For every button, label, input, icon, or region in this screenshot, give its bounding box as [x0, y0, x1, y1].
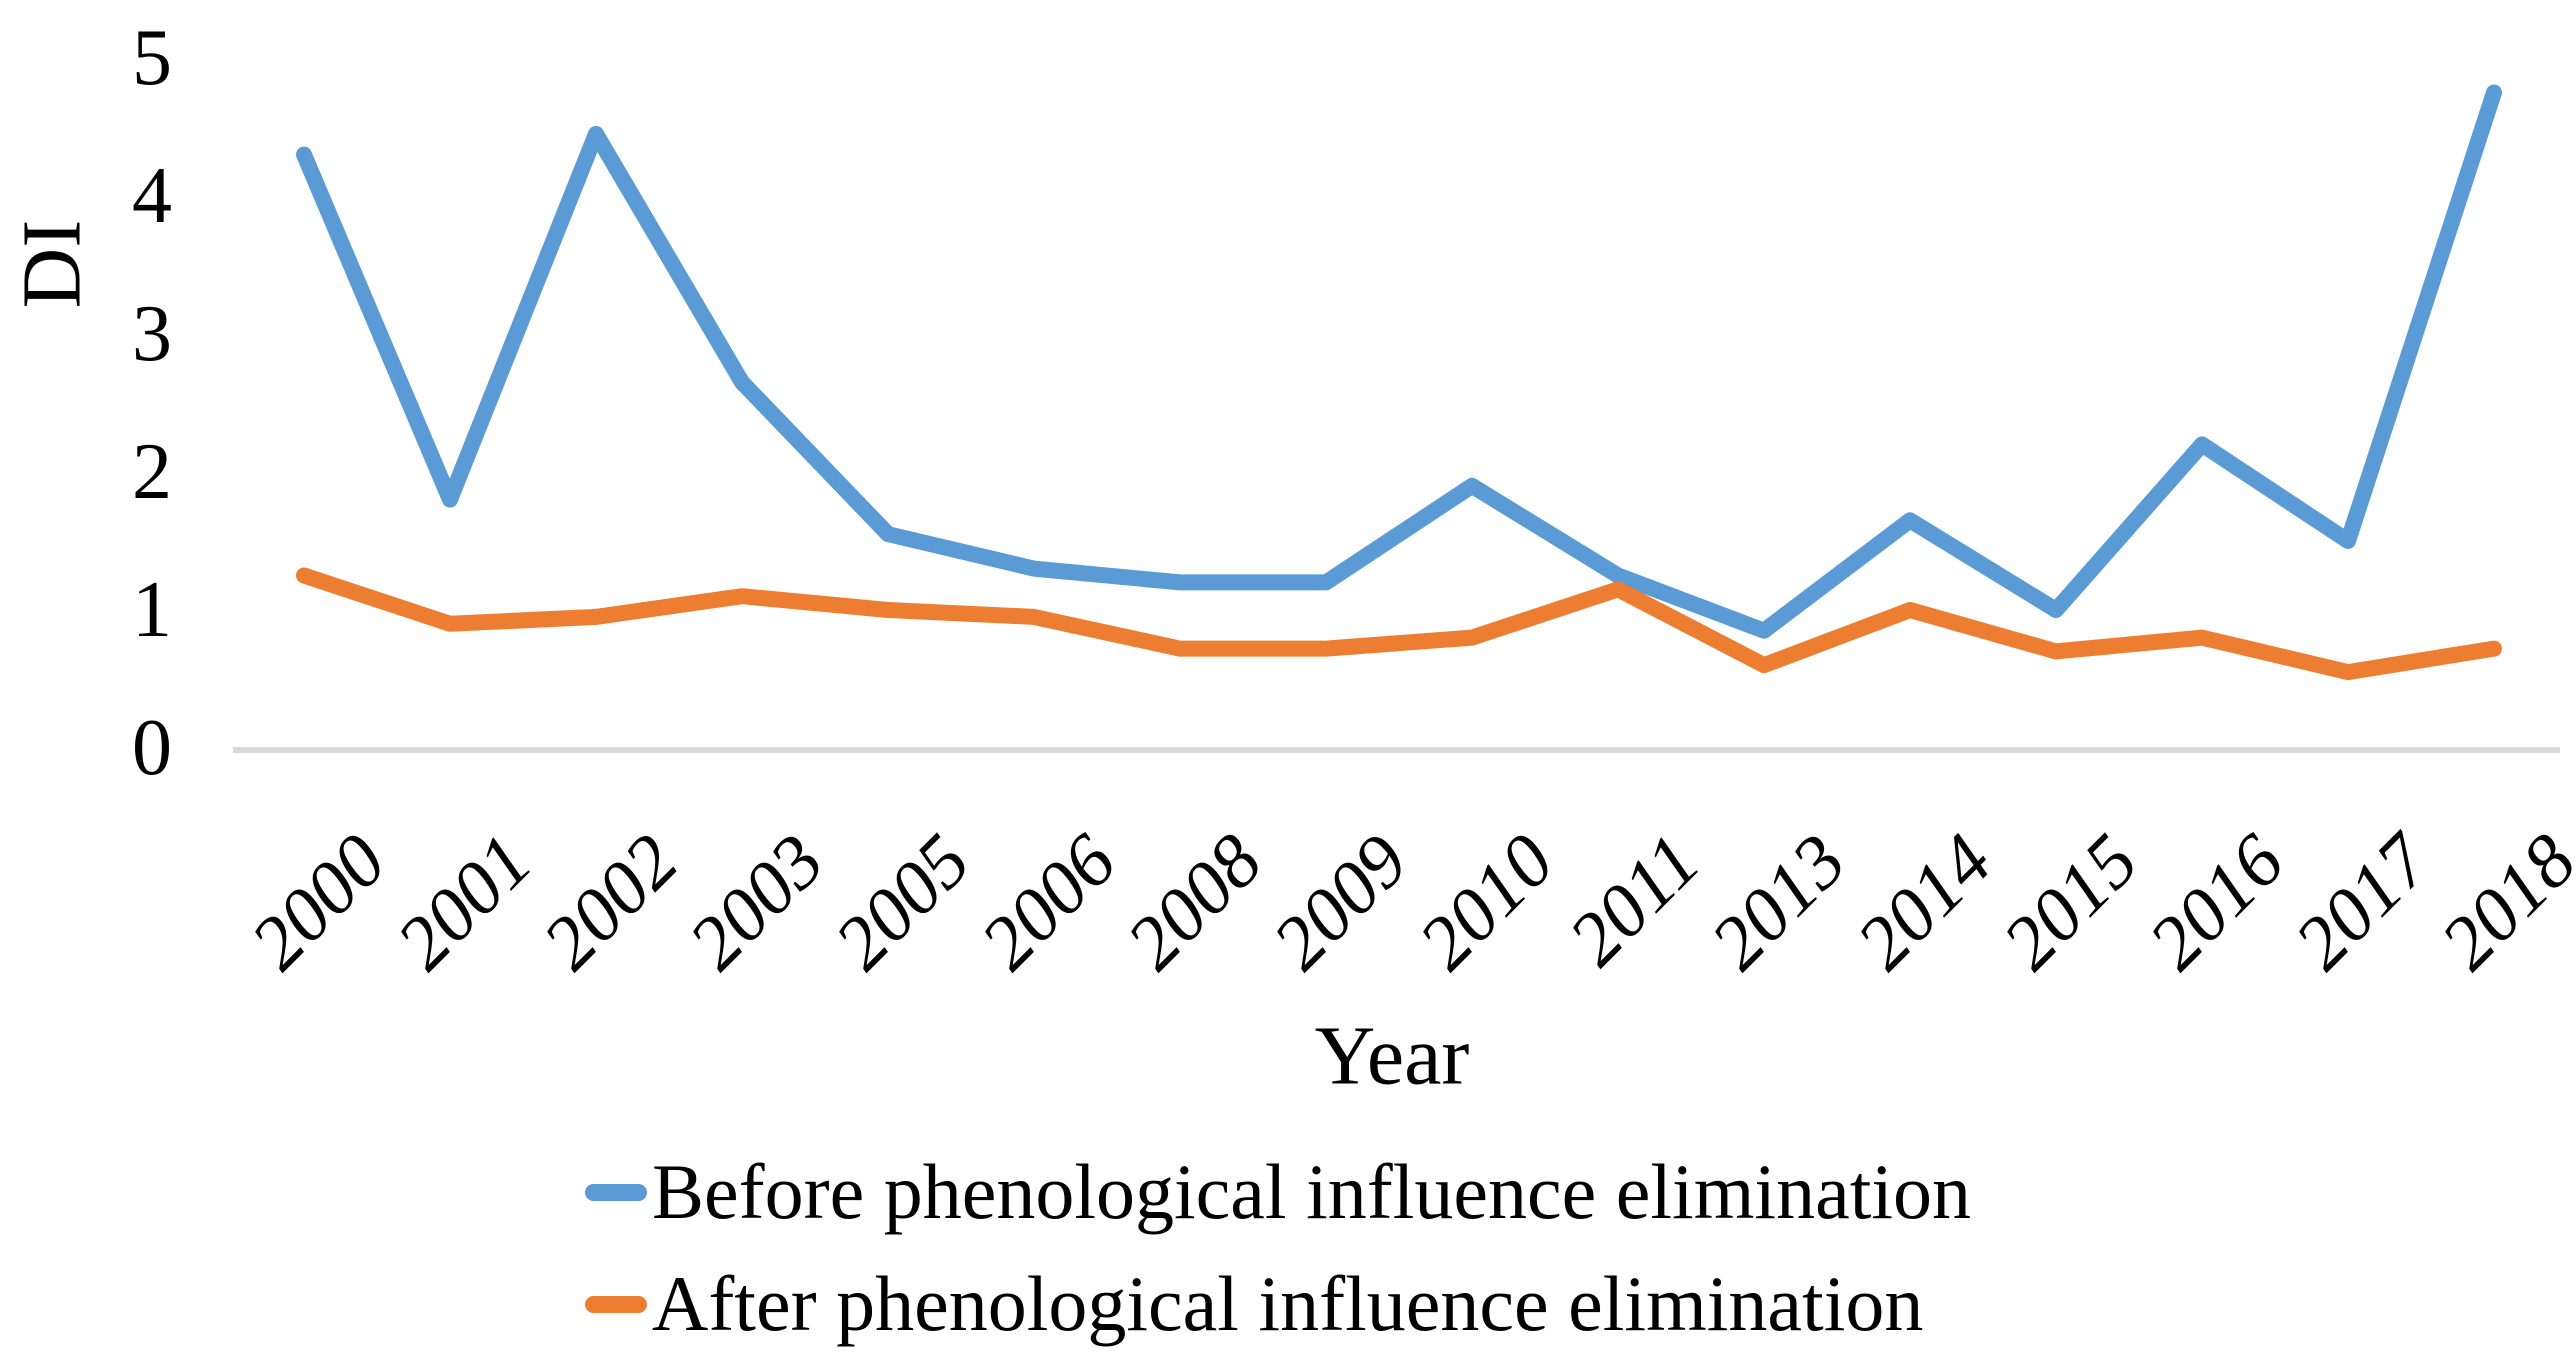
legend-label-after: After phenological influence elimination [652, 1260, 1924, 1347]
y-tick-label-5: 5 [132, 14, 172, 102]
series-line-after [296, 567, 2502, 681]
legend: Before phenological influence eliminatio… [585, 1142, 1971, 1366]
legend-label-before: Before phenological influence eliminatio… [652, 1148, 1972, 1235]
legend-item-before: Before phenological influence eliminatio… [585, 1142, 1971, 1242]
y-tick-label-3: 3 [132, 290, 172, 378]
y-tick-label-0: 0 [132, 704, 172, 792]
series-line-before [296, 84, 2502, 639]
y-tick-label-1: 1 [132, 566, 172, 654]
x-axis-title: Year [1314, 1009, 1470, 1103]
legend-item-after: After phenological influence elimination [585, 1254, 1971, 1354]
y-tick-label-2: 2 [132, 428, 172, 516]
y-tick-label-4: 4 [132, 152, 172, 240]
legend-swatch-after [585, 1295, 647, 1313]
legend-swatch-before [585, 1183, 647, 1201]
